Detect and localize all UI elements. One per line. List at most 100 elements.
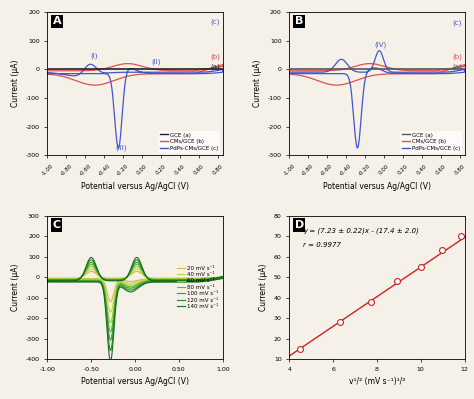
Line: 120 mV s⁻¹: 120 mV s⁻¹ [47,260,223,351]
Point [336,319,344,326]
Line: 140 mV s⁻¹: 140 mV s⁻¹ [47,257,223,361]
60 mV s⁻¹ [89,264,94,269]
Text: D: D [294,220,304,230]
X-axis label: Potential versus Ag/AgCl (V): Potential versus Ag/AgCl (V) [81,182,189,191]
80 mV s⁻¹ [45,277,50,282]
60 mV s⁻¹ [49,277,55,282]
40 mV s⁻¹ [45,277,50,282]
40 mV s⁻¹ [130,269,136,274]
20 mV s⁻¹ [49,276,55,281]
40 mV s⁻¹ [89,267,94,271]
100 mV s⁻¹ [130,265,136,270]
120 mV s⁻¹ [108,348,113,353]
80 mV s⁻¹ [89,262,94,267]
Point [457,233,465,239]
100 mV s⁻¹ [108,338,113,342]
Text: (c): (c) [452,20,462,26]
40 mV s⁻¹ [49,277,55,282]
20 mV s⁻¹ [89,269,94,274]
120 mV s⁻¹ [49,279,55,284]
Point [296,346,303,352]
80 mV s⁻¹ [108,329,113,334]
80 mV s⁻¹ [207,276,212,281]
Text: B: B [294,16,303,26]
140 mV s⁻¹ [130,261,136,266]
40 mV s⁻¹ [108,310,113,314]
120 mV s⁻¹ [110,328,116,333]
60 mV s⁻¹ [108,320,113,325]
120 mV s⁻¹ [207,277,212,281]
Text: C: C [53,220,61,230]
40 mV s⁻¹ [45,276,50,281]
80 mV s⁻¹ [49,278,55,283]
140 mV s⁻¹ [108,359,113,363]
Text: (I): (I) [90,53,98,59]
140 mV s⁻¹ [211,278,217,282]
140 mV s⁻¹ [207,277,212,282]
100 mV s⁻¹ [110,320,116,325]
60 mV s⁻¹ [211,277,217,281]
Y-axis label: Current (μA): Current (μA) [11,264,20,311]
Y-axis label: Current (μA): Current (μA) [259,264,268,311]
140 mV s⁻¹ [89,255,94,260]
80 mV s⁻¹ [130,266,136,271]
20 mV s⁻¹ [165,276,171,280]
Text: r = 0.9977: r = 0.9977 [303,242,341,248]
20 mV s⁻¹ [45,276,50,280]
100 mV s⁻¹ [211,277,217,282]
X-axis label: Potential versus Ag/AgCl (V): Potential versus Ag/AgCl (V) [323,182,431,191]
20 mV s⁻¹ [108,299,113,304]
100 mV s⁻¹ [45,278,50,282]
100 mV s⁻¹ [207,277,212,281]
100 mV s⁻¹ [49,279,55,283]
Line: 80 mV s⁻¹: 80 mV s⁻¹ [47,265,223,332]
Legend: 20 mV s⁻¹, 40 mV s⁻¹, 60 mV s⁻¹, 80 mV s⁻¹, 100 mV s⁻¹, 120 mV s⁻¹, 140 mV s⁻¹: 20 mV s⁻¹, 40 mV s⁻¹, 60 mV s⁻¹, 80 mV s… [175,264,220,311]
120 mV s⁻¹ [211,277,217,282]
140 mV s⁻¹ [110,336,116,340]
80 mV s⁻¹ [45,278,50,283]
Legend: GCE (a), CMs/GCE (b), PdPs-CMs/GCE (c): GCE (a), CMs/GCE (b), PdPs-CMs/GCE (c) [400,131,462,153]
20 mV s⁻¹ [211,276,217,280]
60 mV s⁻¹ [110,308,116,312]
40 mV s⁻¹ [207,276,212,280]
140 mV s⁻¹ [165,279,171,283]
40 mV s⁻¹ [110,300,116,305]
60 mV s⁻¹ [45,277,50,282]
Line: 20 mV s⁻¹: 20 mV s⁻¹ [47,271,223,302]
Point [417,264,425,270]
40 mV s⁻¹ [165,276,171,281]
Text: (c): (c) [210,18,220,25]
Text: (b): (b) [210,53,220,60]
120 mV s⁻¹ [89,257,94,262]
Y-axis label: Current (μA): Current (μA) [11,60,20,107]
Y-axis label: Current (μA): Current (μA) [253,60,262,107]
Point [368,298,375,305]
20 mV s⁻¹ [45,276,50,281]
20 mV s⁻¹ [130,271,136,276]
Text: (a): (a) [210,63,220,70]
Text: y = (7.23 ± 0.22)x - (17.4 ± 2.0): y = (7.23 ± 0.22)x - (17.4 ± 2.0) [303,228,419,234]
60 mV s⁻¹ [45,277,50,282]
Legend: GCE (a), CMs/GCE (b), PdPs-CMs/GCE (c): GCE (a), CMs/GCE (b), PdPs-CMs/GCE (c) [158,131,220,153]
60 mV s⁻¹ [165,277,171,282]
Text: (a): (a) [452,63,462,70]
140 mV s⁻¹ [45,280,50,284]
20 mV s⁻¹ [207,275,212,280]
X-axis label: Potential versus Ag/AgCl (V): Potential versus Ag/AgCl (V) [81,377,189,386]
Text: (b): (b) [452,53,462,60]
100 mV s⁻¹ [45,279,50,283]
Text: (III): (III) [116,145,127,151]
Line: 40 mV s⁻¹: 40 mV s⁻¹ [47,269,223,312]
Text: (IV): (IV) [374,42,387,48]
60 mV s⁻¹ [130,268,136,273]
140 mV s⁻¹ [49,280,55,284]
120 mV s⁻¹ [45,278,50,283]
80 mV s⁻¹ [110,314,116,319]
Line: 60 mV s⁻¹: 60 mV s⁻¹ [47,267,223,322]
80 mV s⁻¹ [165,277,171,282]
Text: A: A [53,16,61,26]
120 mV s⁻¹ [45,279,50,284]
100 mV s⁻¹ [165,278,171,282]
20 mV s⁻¹ [110,292,116,297]
80 mV s⁻¹ [211,277,217,281]
